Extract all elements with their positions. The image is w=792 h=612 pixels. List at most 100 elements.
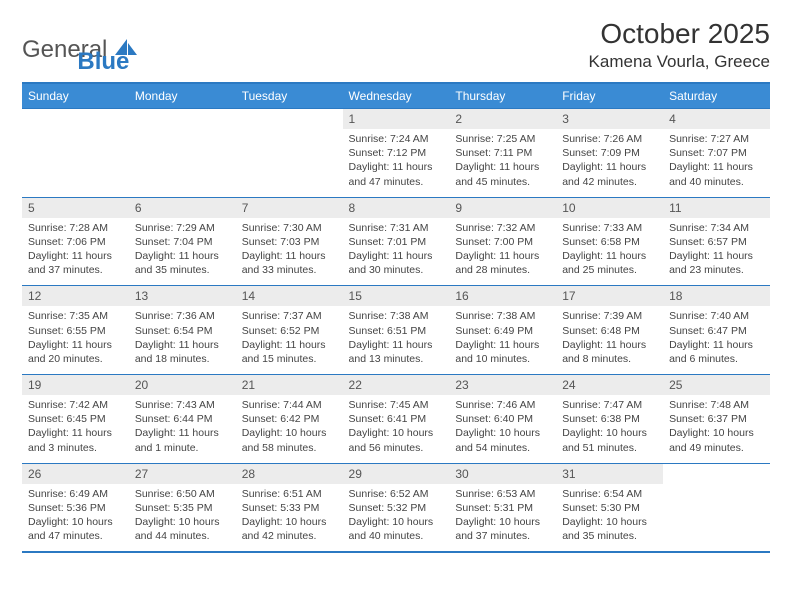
day-line: Sunset: 7:03 PM [242, 235, 337, 249]
day-body: Sunrise: 6:54 AMSunset: 5:30 PMDaylight:… [556, 484, 663, 552]
day-header: Saturday [663, 83, 770, 109]
day-line: Sunrise: 7:36 AM [135, 309, 230, 323]
day-body: Sunrise: 7:26 AMSunset: 7:09 PMDaylight:… [556, 129, 663, 197]
calendar-week: 19Sunrise: 7:42 AMSunset: 6:45 PMDayligh… [22, 375, 770, 464]
day-line: Daylight: 11 hours and 8 minutes. [562, 338, 657, 366]
calendar-cell: 28Sunrise: 6:51 AMSunset: 5:33 PMDayligh… [236, 463, 343, 552]
day-number [22, 109, 129, 129]
day-body [22, 129, 129, 140]
day-line: Daylight: 11 hours and 13 minutes. [349, 338, 444, 366]
day-line: Sunset: 5:35 PM [135, 501, 230, 515]
day-line: Daylight: 11 hours and 30 minutes. [349, 249, 444, 277]
day-line: Daylight: 10 hours and 42 minutes. [242, 515, 337, 543]
day-line: Sunset: 6:37 PM [669, 412, 764, 426]
day-line: Sunrise: 7:29 AM [135, 221, 230, 235]
day-body: Sunrise: 7:37 AMSunset: 6:52 PMDaylight:… [236, 306, 343, 374]
day-body: Sunrise: 6:50 AMSunset: 5:35 PMDaylight:… [129, 484, 236, 552]
day-body: Sunrise: 7:38 AMSunset: 6:49 PMDaylight:… [449, 306, 556, 374]
day-number: 23 [449, 375, 556, 395]
day-header: Wednesday [343, 83, 450, 109]
day-header: Sunday [22, 83, 129, 109]
day-line: Sunset: 7:09 PM [562, 146, 657, 160]
calendar-cell: 30Sunrise: 6:53 AMSunset: 5:31 PMDayligh… [449, 463, 556, 552]
day-body: Sunrise: 7:48 AMSunset: 6:37 PMDaylight:… [663, 395, 770, 463]
day-line: Sunset: 7:00 PM [455, 235, 550, 249]
day-line: Sunrise: 6:52 AM [349, 487, 444, 501]
day-body: Sunrise: 7:42 AMSunset: 6:45 PMDaylight:… [22, 395, 129, 463]
day-body: Sunrise: 7:32 AMSunset: 7:00 PMDaylight:… [449, 218, 556, 286]
calendar-cell: 10Sunrise: 7:33 AMSunset: 6:58 PMDayligh… [556, 197, 663, 286]
day-line: Daylight: 11 hours and 18 minutes. [135, 338, 230, 366]
day-line: Sunset: 6:42 PM [242, 412, 337, 426]
day-line: Sunset: 7:06 PM [28, 235, 123, 249]
day-line: Sunrise: 6:54 AM [562, 487, 657, 501]
calendar-cell: 13Sunrise: 7:36 AMSunset: 6:54 PMDayligh… [129, 286, 236, 375]
calendar-cell [129, 109, 236, 198]
day-line: Sunset: 5:33 PM [242, 501, 337, 515]
day-number [663, 464, 770, 484]
day-line: Sunset: 6:48 PM [562, 324, 657, 338]
day-header: Tuesday [236, 83, 343, 109]
day-line: Sunrise: 7:31 AM [349, 221, 444, 235]
day-line: Daylight: 11 hours and 3 minutes. [28, 426, 123, 454]
day-number: 21 [236, 375, 343, 395]
day-line: Sunrise: 7:38 AM [455, 309, 550, 323]
calendar-cell: 21Sunrise: 7:44 AMSunset: 6:42 PMDayligh… [236, 375, 343, 464]
calendar-cell: 31Sunrise: 6:54 AMSunset: 5:30 PMDayligh… [556, 463, 663, 552]
day-line: Sunrise: 7:48 AM [669, 398, 764, 412]
day-number: 8 [343, 198, 450, 218]
day-line: Sunset: 6:55 PM [28, 324, 123, 338]
day-line: Sunrise: 7:38 AM [349, 309, 444, 323]
page-header: General Blue October 2025 Kamena Vourla,… [22, 18, 770, 76]
calendar-cell: 7Sunrise: 7:30 AMSunset: 7:03 PMDaylight… [236, 197, 343, 286]
calendar-cell: 23Sunrise: 7:46 AMSunset: 6:40 PMDayligh… [449, 375, 556, 464]
day-line: Sunrise: 7:40 AM [669, 309, 764, 323]
day-line: Sunrise: 7:24 AM [349, 132, 444, 146]
day-body: Sunrise: 7:35 AMSunset: 6:55 PMDaylight:… [22, 306, 129, 374]
calendar-week: 5Sunrise: 7:28 AMSunset: 7:06 PMDaylight… [22, 197, 770, 286]
day-line: Sunset: 7:12 PM [349, 146, 444, 160]
day-line: Sunset: 5:30 PM [562, 501, 657, 515]
day-line: Daylight: 11 hours and 15 minutes. [242, 338, 337, 366]
day-line: Sunset: 7:07 PM [669, 146, 764, 160]
day-body: Sunrise: 7:34 AMSunset: 6:57 PMDaylight:… [663, 218, 770, 286]
calendar-cell: 20Sunrise: 7:43 AMSunset: 6:44 PMDayligh… [129, 375, 236, 464]
day-line: Sunset: 7:04 PM [135, 235, 230, 249]
day-body: Sunrise: 7:33 AMSunset: 6:58 PMDaylight:… [556, 218, 663, 286]
day-line: Sunrise: 6:49 AM [28, 487, 123, 501]
day-number: 9 [449, 198, 556, 218]
calendar-cell: 19Sunrise: 7:42 AMSunset: 6:45 PMDayligh… [22, 375, 129, 464]
calendar-cell [236, 109, 343, 198]
day-body: Sunrise: 7:45 AMSunset: 6:41 PMDaylight:… [343, 395, 450, 463]
calendar-cell [22, 109, 129, 198]
day-line: Sunrise: 7:28 AM [28, 221, 123, 235]
calendar-cell: 4Sunrise: 7:27 AMSunset: 7:07 PMDaylight… [663, 109, 770, 198]
day-line: Sunset: 7:01 PM [349, 235, 444, 249]
day-number: 24 [556, 375, 663, 395]
day-line: Daylight: 10 hours and 35 minutes. [562, 515, 657, 543]
day-header: Thursday [449, 83, 556, 109]
calendar-cell: 3Sunrise: 7:26 AMSunset: 7:09 PMDaylight… [556, 109, 663, 198]
calendar-cell: 29Sunrise: 6:52 AMSunset: 5:32 PMDayligh… [343, 463, 450, 552]
day-line: Sunset: 6:57 PM [669, 235, 764, 249]
day-line: Daylight: 11 hours and 1 minute. [135, 426, 230, 454]
calendar-cell: 2Sunrise: 7:25 AMSunset: 7:11 PMDaylight… [449, 109, 556, 198]
day-line: Sunrise: 7:27 AM [669, 132, 764, 146]
day-body: Sunrise: 7:24 AMSunset: 7:12 PMDaylight:… [343, 129, 450, 197]
day-line: Sunset: 7:11 PM [455, 146, 550, 160]
day-line: Sunrise: 7:25 AM [455, 132, 550, 146]
day-line: Daylight: 10 hours and 40 minutes. [349, 515, 444, 543]
day-line: Sunrise: 7:42 AM [28, 398, 123, 412]
day-line: Daylight: 11 hours and 10 minutes. [455, 338, 550, 366]
day-number: 20 [129, 375, 236, 395]
day-line: Sunrise: 7:45 AM [349, 398, 444, 412]
day-line: Sunrise: 7:47 AM [562, 398, 657, 412]
calendar-cell: 22Sunrise: 7:45 AMSunset: 6:41 PMDayligh… [343, 375, 450, 464]
day-line: Daylight: 10 hours and 44 minutes. [135, 515, 230, 543]
calendar-cell: 14Sunrise: 7:37 AMSunset: 6:52 PMDayligh… [236, 286, 343, 375]
day-line: Sunrise: 7:32 AM [455, 221, 550, 235]
calendar-week: 12Sunrise: 7:35 AMSunset: 6:55 PMDayligh… [22, 286, 770, 375]
day-line: Daylight: 11 hours and 28 minutes. [455, 249, 550, 277]
calendar-cell: 17Sunrise: 7:39 AMSunset: 6:48 PMDayligh… [556, 286, 663, 375]
day-number: 3 [556, 109, 663, 129]
